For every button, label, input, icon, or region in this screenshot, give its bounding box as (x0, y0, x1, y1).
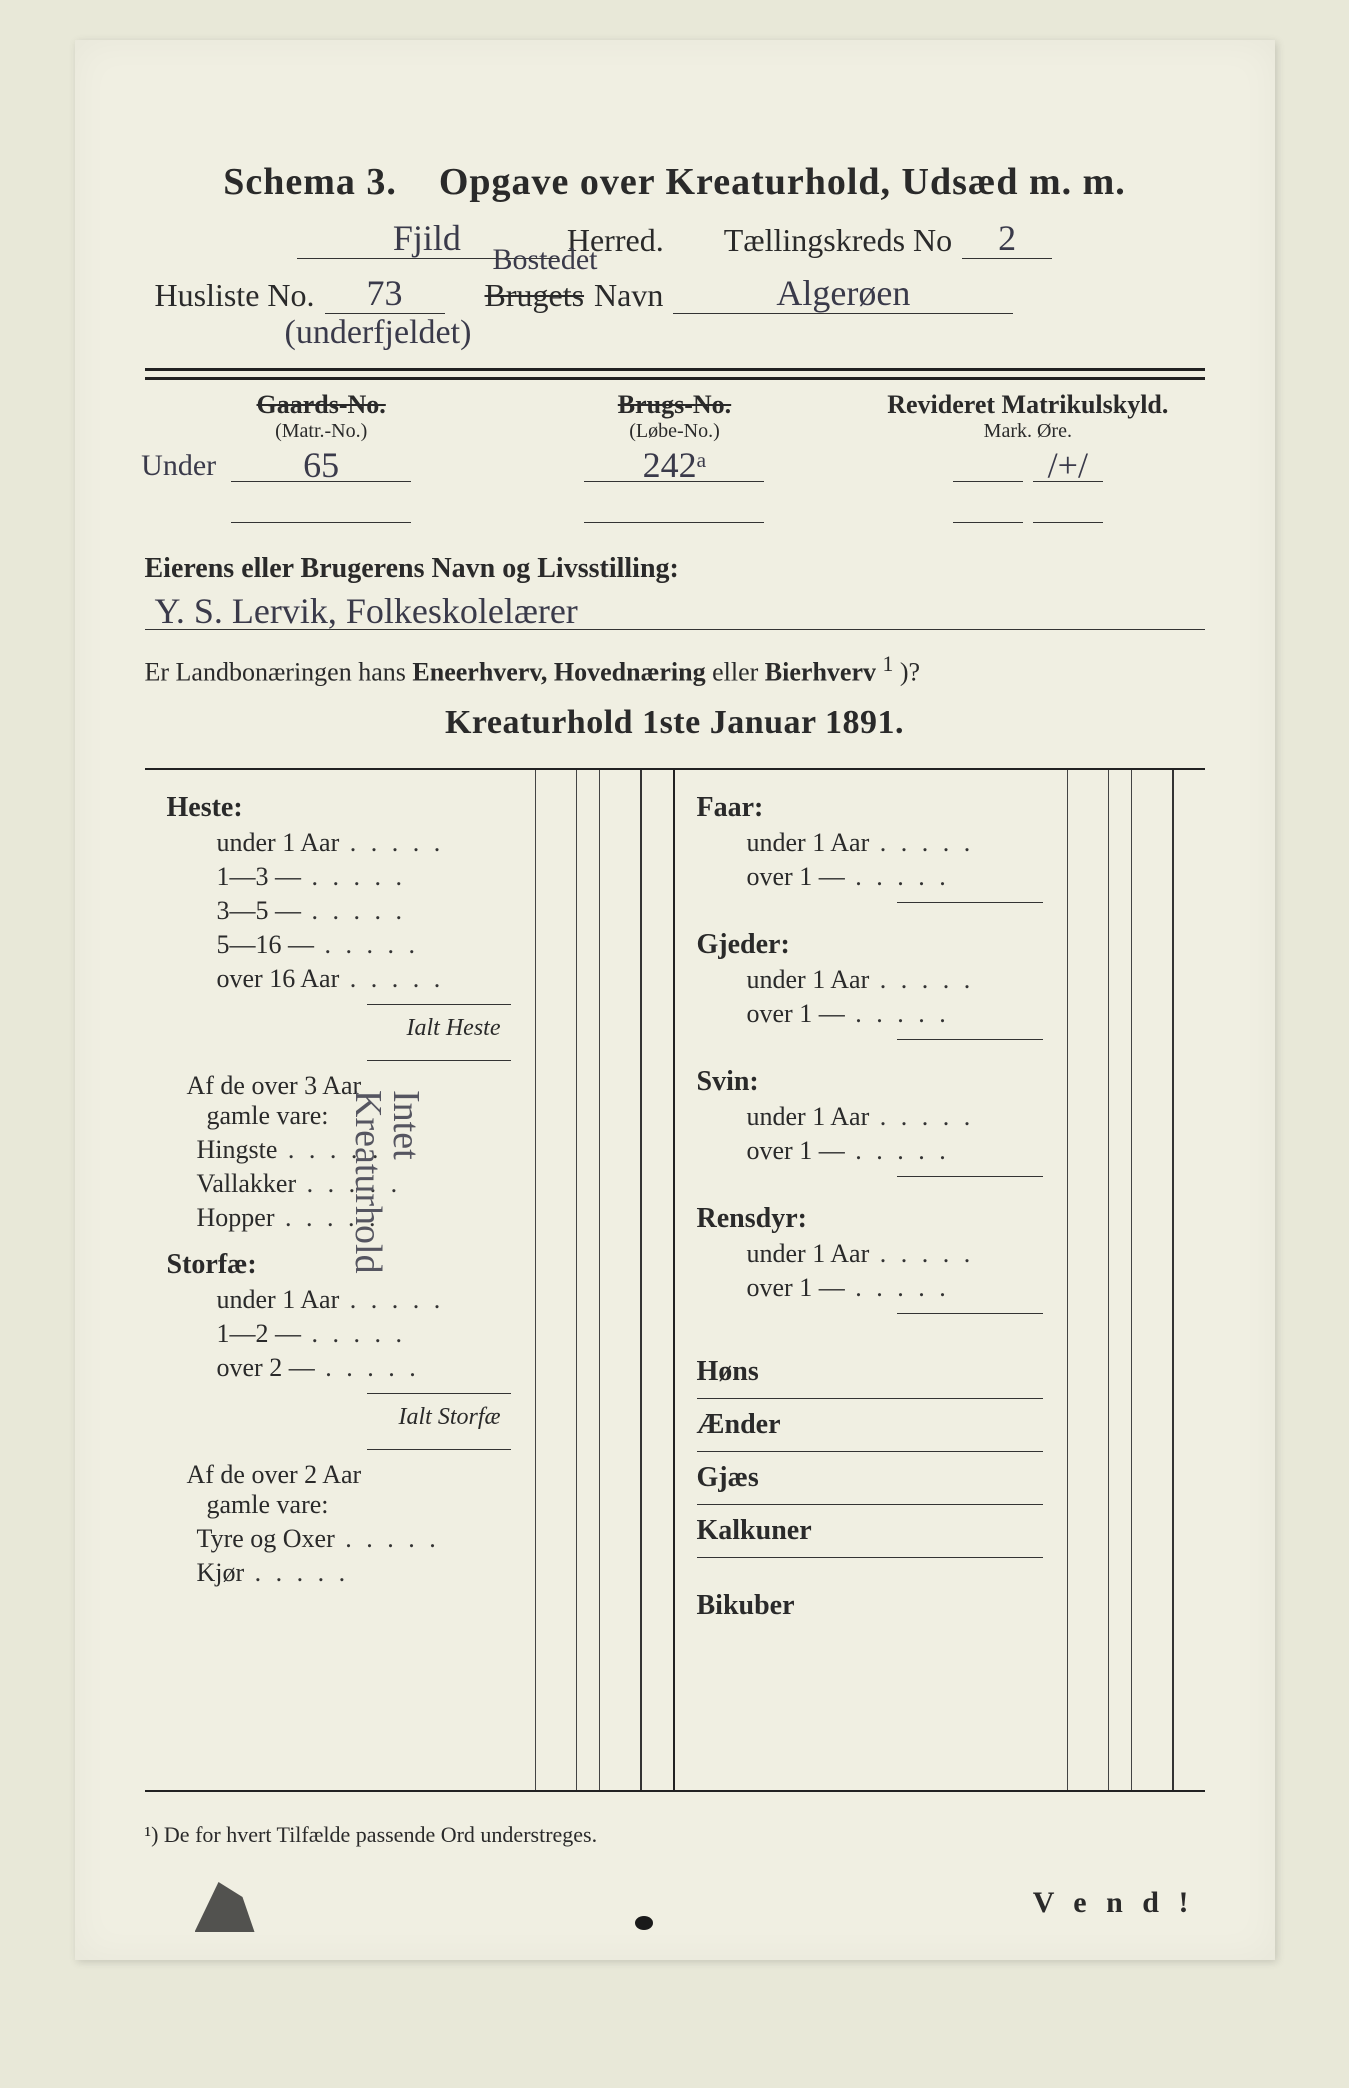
owner-label: Eierens eller Brugerens Navn og Livsstil… (145, 553, 1205, 585)
q-sup: 1 (882, 652, 893, 676)
document-page: Schema 3. Opgave over Kreaturhold, Udsæd… (75, 40, 1275, 1960)
brugets-label: Brugets (485, 277, 585, 313)
under-note: (underfjeldet) (285, 316, 472, 350)
triple-cols: Gaards-No. (Matr.-No.) Under 65 Brugs-No… (145, 390, 1205, 523)
page-tear-icon (195, 1882, 255, 1932)
col-brugs: Brugs-No. (Løbe-No.) 242ᵃ (498, 390, 851, 523)
brugs-label: Brugs-No. (618, 390, 731, 419)
q-tail: )? (900, 658, 920, 687)
gaards-prefix: Under (141, 451, 216, 481)
row-herred: Fjild Herred. Tællingskreds No 2 (145, 220, 1205, 259)
brugs-value: 242ᵃ (643, 445, 707, 485)
navn-value: Algerøen (776, 273, 910, 313)
rev-label: Revideret Matrikulskyld. (851, 390, 1204, 420)
herred-value: Fjild (393, 218, 461, 258)
row-under-note: (underfjeldet) (285, 316, 1205, 350)
footnote: ¹) De for hvert Tilfælde passende Ord un… (145, 1822, 1205, 1848)
bottom-rule (145, 1790, 1205, 1792)
livestock-table: Intet Kreaturhold Heste: under 1 Aar 1—3… (145, 768, 1205, 1790)
title-rest: Opgave over Kreaturhold, Udsæd m. m. (439, 161, 1126, 203)
gaards-label: Gaards-No. (257, 390, 386, 419)
right-column: Faar: under 1 Aar over 1 — Gjeder: under… (675, 770, 1205, 1790)
vend-label: V e n d ! (1033, 1886, 1195, 1920)
gaards-value: 65 (303, 445, 339, 485)
svin-item: under 1 Aar 1 (747, 1102, 1193, 1132)
owner-fill: Y. S. Lervik, Folkeskolelærer (145, 589, 1205, 630)
q-b1: Eneerhverv, Hovednæring (412, 658, 705, 687)
subtitle: Kreaturhold 1ste Januar 1891. (145, 704, 1205, 742)
ialt-heste: Ialt Heste (167, 1015, 501, 1042)
tkreds-value: 2 (998, 218, 1016, 258)
owner-value: Y. S. Lervik, Folkeskolelærer (155, 593, 578, 629)
rev-value: /+/ (1048, 445, 1088, 485)
left-column: Intet Kreaturhold Heste: under 1 Aar 1—3… (145, 770, 675, 1790)
gaards-sub: (Matr.-No.) (145, 420, 498, 443)
schema-no: Schema 3. (223, 161, 397, 203)
q-b2: Bierhverv (765, 658, 876, 687)
diagonal-note-text: Intet Kreaturhold (347, 1090, 427, 1274)
navn-label: Navn (594, 277, 663, 314)
tkreds-label: Tællingskreds No (724, 222, 952, 259)
col-rev: Revideret Matrikulskyld. Mark. Øre. /+/ (851, 390, 1204, 523)
husliste-value: 73 (367, 273, 403, 313)
diagonal-note: Intet Kreaturhold (349, 1090, 425, 1338)
question-line: Er Landbonæringen hans Eneerhverv, Hoved… (145, 652, 1205, 688)
col-gaards: Gaards-No. (Matr.-No.) Under 65 (145, 390, 498, 523)
tally-rules-right (1067, 770, 1187, 1790)
rev-sub: Mark. Øre. (851, 420, 1204, 443)
row-husliste: Husliste No. 73 Bostedet Brugets Navn Al… (155, 275, 1205, 314)
q-pre: Er Landbonæringen hans (145, 658, 413, 687)
heavy-rule (145, 368, 1205, 380)
brugs-sub: (Løbe-No.) (498, 420, 851, 443)
q-mid: eller (712, 658, 765, 687)
ink-blot-icon (635, 1916, 653, 1930)
husliste-label: Husliste No. (155, 277, 315, 314)
ialt-storfae: Ialt Storfæ (167, 1404, 501, 1431)
tally-rules-left (535, 770, 655, 1790)
title: Schema 3. Opgave over Kreaturhold, Udsæd… (145, 160, 1205, 204)
bostedet-hand: Bostedet (493, 245, 598, 275)
